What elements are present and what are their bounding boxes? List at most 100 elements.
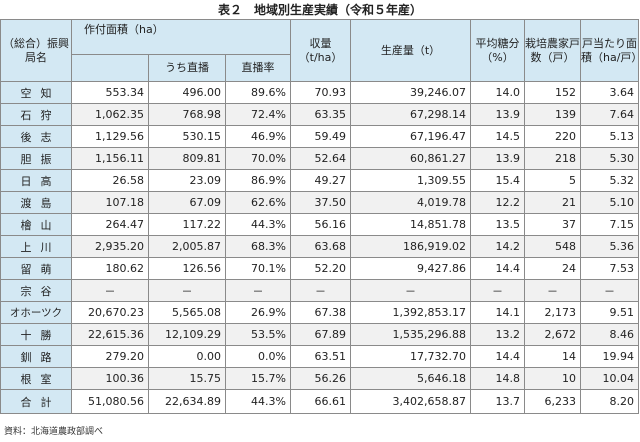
table-row: 後志 1,129.56 530.15 46.9% 59.49 67,196.47 14.5 2…: [0, 125, 639, 148]
cell-rate: 44.3%: [225, 213, 291, 236]
cell-yield: 67.38: [290, 301, 351, 324]
cell-direct: 768.98: [148, 103, 226, 126]
cell-farmers: 218: [524, 147, 581, 170]
cell-per: 7.64: [580, 103, 639, 126]
cell-sugar: 13.9: [470, 103, 525, 126]
cell-per: 8.46: [580, 323, 639, 346]
cell-direct: 530.15: [148, 125, 226, 148]
cell-per: －: [580, 279, 639, 302]
cell-direct: 126.56: [148, 257, 226, 280]
cell-direct: 5,565.08: [148, 301, 226, 324]
table-row: 渡島 107.18 67.09 62.6% 37.50 4,019.78 12.2 21 5.1…: [0, 191, 639, 214]
cell-production: 1,392,853.17: [350, 301, 471, 324]
region-name: 宗谷: [0, 279, 72, 302]
table-row: 上川 2,935.20 2,005.87 68.3% 63.68 186,919.02 14…: [0, 235, 639, 258]
cell-rate: 70.0%: [225, 147, 291, 170]
region-name: 釧路: [0, 345, 72, 368]
cell-yield: 70.93: [290, 81, 351, 104]
cell-yield: 37.50: [290, 191, 351, 214]
region-name: 合計: [0, 389, 72, 414]
cell-sugar: 12.2: [470, 191, 525, 214]
cell-sugar: 14.0: [470, 81, 525, 104]
region-name: 日高: [0, 169, 72, 192]
cell-sugar: 14.2: [470, 235, 525, 258]
cell-yield: 56.16: [290, 213, 351, 236]
header-area: 作付面積（ha）: [71, 19, 291, 55]
cell-direct: 15.75: [148, 367, 226, 390]
cell-per: 5.32: [580, 169, 639, 192]
cell-rate: 62.6%: [225, 191, 291, 214]
region-name: 石狩: [0, 103, 72, 126]
cell-per: 5.30: [580, 147, 639, 170]
cell-per: 7.53: [580, 257, 639, 280]
cell-rate: 70.1%: [225, 257, 291, 280]
cell-area: 107.18: [71, 191, 149, 214]
cell-per: 10.04: [580, 367, 639, 390]
cell-farmers: 14: [524, 345, 581, 368]
cell-direct: 496.00: [148, 81, 226, 104]
header-region: （総合）振興局名: [0, 19, 72, 82]
production-table: （総合）振興局名 作付面積（ha） 収量（t/ha） 生産量（t） 平均糖分（%…: [0, 19, 639, 414]
table-row: 根室 100.36 15.75 15.7% 56.26 5,646.18 14.8 10 10.…: [0, 367, 639, 390]
cell-farmers: 6,233: [524, 389, 581, 414]
cell-direct: 23.09: [148, 169, 226, 192]
cell-area: 553.34: [71, 81, 149, 104]
cell-rate: 26.9%: [225, 301, 291, 324]
cell-direct: 809.81: [148, 147, 226, 170]
cell-per: 3.64: [580, 81, 639, 104]
cell-sugar: 13.2: [470, 323, 525, 346]
cell-area: 20,670.23: [71, 301, 149, 324]
table-row: 石狩 1,062.35 768.98 72.4% 63.35 67,298.14 13.9 1…: [0, 103, 639, 126]
cell-farmers: 21: [524, 191, 581, 214]
table-body: 空知 553.34 496.00 89.6% 70.93 39,246.07 14.0 152…: [0, 81, 639, 414]
cell-direct: 22,634.89: [148, 389, 226, 414]
cell-sugar: 13.5: [470, 213, 525, 236]
cell-rate: 46.9%: [225, 125, 291, 148]
cell-production: －: [350, 279, 471, 302]
cell-area: 51,080.56: [71, 389, 149, 414]
cell-per: 5.13: [580, 125, 639, 148]
cell-yield: 67.89: [290, 323, 351, 346]
cell-area: 22,615.36: [71, 323, 149, 346]
cell-per: 5.36: [580, 235, 639, 258]
header-yield: 収量（t/ha）: [290, 19, 351, 82]
region-name: 留萌: [0, 257, 72, 280]
cell-area: 1,156.11: [71, 147, 149, 170]
cell-yield: 66.61: [290, 389, 351, 414]
region-name: オホーツク: [0, 301, 72, 324]
cell-area: －: [71, 279, 149, 302]
region-name: 十勝: [0, 323, 72, 346]
cell-area: 26.58: [71, 169, 149, 192]
cell-rate: 68.3%: [225, 235, 291, 258]
cell-yield: 49.27: [290, 169, 351, 192]
cell-area: 2,935.20: [71, 235, 149, 258]
cell-rate: 86.9%: [225, 169, 291, 192]
total-row: 合計 51,080.56 22,634.89 44.3% 66.61 3,402,658.…: [0, 389, 639, 414]
cell-farmers: 24: [524, 257, 581, 280]
cell-farmers: 152: [524, 81, 581, 104]
region-name: 上川: [0, 235, 72, 258]
cell-area: 264.47: [71, 213, 149, 236]
cell-sugar: 14.4: [470, 257, 525, 280]
cell-per: 9.51: [580, 301, 639, 324]
cell-per: 7.15: [580, 213, 639, 236]
cell-yield: 63.51: [290, 345, 351, 368]
cell-per: 8.20: [580, 389, 639, 414]
cell-area: 100.36: [71, 367, 149, 390]
cell-yield: 63.35: [290, 103, 351, 126]
cell-yield: －: [290, 279, 351, 302]
cell-rate: 15.7%: [225, 367, 291, 390]
cell-production: 1,309.55: [350, 169, 471, 192]
table-row: 檜山 264.47 117.22 44.3% 56.16 14,851.78 13.5 37 7…: [0, 213, 639, 236]
cell-farmers: 37: [524, 213, 581, 236]
cell-yield: 52.20: [290, 257, 351, 280]
cell-farmers: 2,672: [524, 323, 581, 346]
table-row: 留萌 180.62 126.56 70.1% 52.20 9,427.86 14.4 24 7.…: [0, 257, 639, 280]
cell-production: 60,861.27: [350, 147, 471, 170]
cell-production: 39,246.07: [350, 81, 471, 104]
table-row: 十勝 22,615.36 12,109.29 53.5% 67.89 1,535,296.…: [0, 323, 639, 346]
cell-production: 5,646.18: [350, 367, 471, 390]
table-row: 宗谷－－－－－－－－: [0, 279, 639, 302]
table-row: 日高 26.58 23.09 86.9% 49.27 1,309.55 15.4 5 5.32: [0, 169, 639, 192]
cell-area: 1,129.56: [71, 125, 149, 148]
